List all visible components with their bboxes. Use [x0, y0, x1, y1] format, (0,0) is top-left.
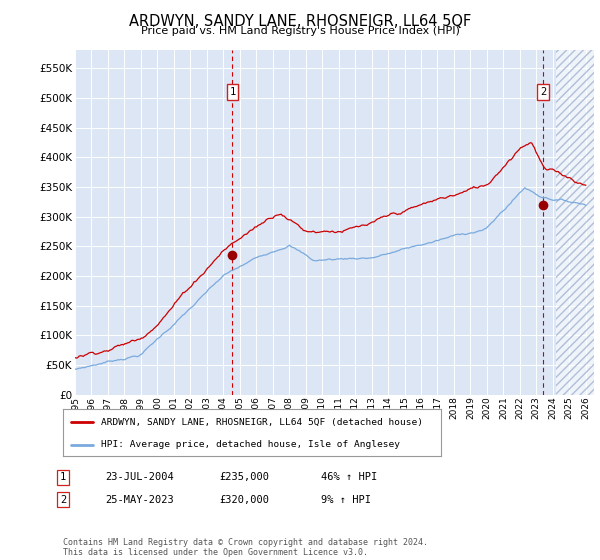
- Bar: [556, 50, 594, 395]
- Text: 2: 2: [60, 494, 66, 505]
- Text: 23-JUL-2004: 23-JUL-2004: [105, 472, 174, 482]
- Text: Price paid vs. HM Land Registry's House Price Index (HPI): Price paid vs. HM Land Registry's House …: [140, 26, 460, 36]
- Text: ARDWYN, SANDY LANE, RHOSNEIGR, LL64 5QF (detached house): ARDWYN, SANDY LANE, RHOSNEIGR, LL64 5QF …: [101, 418, 423, 427]
- Text: Contains HM Land Registry data © Crown copyright and database right 2024.
This d: Contains HM Land Registry data © Crown c…: [63, 538, 428, 557]
- Text: ARDWYN, SANDY LANE, RHOSNEIGR, LL64 5QF: ARDWYN, SANDY LANE, RHOSNEIGR, LL64 5QF: [129, 14, 471, 29]
- Text: £320,000: £320,000: [219, 494, 269, 505]
- Text: HPI: Average price, detached house, Isle of Anglesey: HPI: Average price, detached house, Isle…: [101, 440, 400, 449]
- Text: 9% ↑ HPI: 9% ↑ HPI: [321, 494, 371, 505]
- Bar: [556, 50, 594, 395]
- Text: 2: 2: [540, 87, 546, 97]
- Text: 46% ↑ HPI: 46% ↑ HPI: [321, 472, 377, 482]
- Text: 25-MAY-2023: 25-MAY-2023: [105, 494, 174, 505]
- Text: 1: 1: [229, 87, 235, 97]
- Text: £235,000: £235,000: [219, 472, 269, 482]
- Text: 1: 1: [60, 472, 66, 482]
